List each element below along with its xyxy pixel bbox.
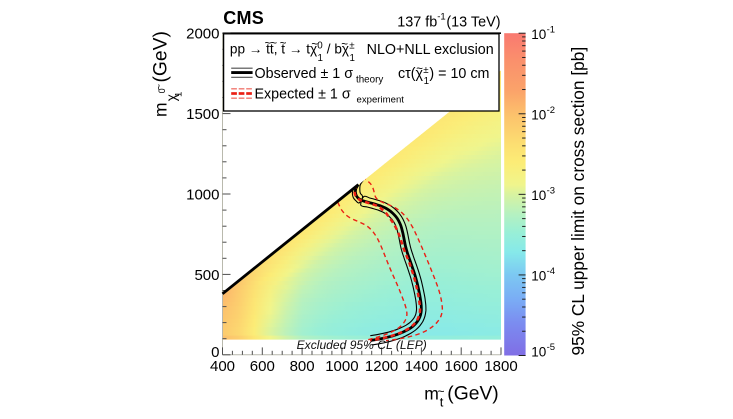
svg-text:600: 600 (250, 358, 275, 375)
svg-text:2000: 2000 (186, 26, 219, 43)
svg-text:-1: -1 (437, 12, 445, 23)
svg-text:1: 1 (424, 76, 429, 87)
svg-text:137 fb: 137 fb (397, 14, 437, 30)
svg-text:cτ(χ: cτ(χ (398, 66, 424, 82)
svg-text:t: t (440, 394, 444, 409)
svg-text:~: ~ (311, 39, 318, 51)
svg-text:~: ~ (270, 38, 277, 50)
svg-text:Observed ± 1 σ: Observed ± 1 σ (255, 66, 354, 82)
svg-text:1: 1 (173, 92, 184, 97)
svg-text:~: ~ (265, 38, 272, 50)
svg-text:/ bχ: / bχ (327, 42, 349, 57)
svg-text:~: ~ (341, 39, 348, 51)
svg-text:Excluded 95% CL (LEP): Excluded 95% CL (LEP) (297, 338, 427, 352)
svg-text:±: ± (349, 40, 355, 51)
svg-text:10: 10 (531, 27, 546, 42)
svg-text:χ: χ (164, 94, 179, 101)
svg-text:(GeV): (GeV) (447, 384, 498, 405)
svg-text:~: ~ (416, 63, 423, 75)
svg-text:400: 400 (210, 358, 235, 375)
svg-text:CMS: CMS (223, 8, 264, 28)
svg-text:theory: theory (356, 74, 383, 85)
svg-text:800: 800 (290, 358, 315, 375)
svg-text:10: 10 (531, 188, 546, 203)
svg-text:Expected ± 1 σ: Expected ± 1 σ (255, 86, 351, 102)
svg-text:1500: 1500 (186, 106, 219, 123)
svg-text:95% CL upper limit on cross se: 95% CL upper limit on cross section [pb] (568, 47, 588, 356)
svg-text:) = 10 cm: ) = 10 cm (429, 66, 489, 82)
svg-text:-1: -1 (547, 24, 555, 35)
svg-text:1800: 1800 (484, 358, 517, 375)
svg-text:-2: -2 (547, 105, 555, 116)
svg-text:(13 TeV): (13 TeV) (446, 14, 500, 30)
svg-text:-5: -5 (547, 342, 555, 353)
svg-text:1600: 1600 (445, 358, 478, 375)
svg-text:1000: 1000 (186, 186, 219, 203)
svg-text:-3: -3 (547, 186, 555, 197)
svg-text:pp → tt, t → tχ: pp → tt, t → tχ (230, 42, 317, 57)
svg-text:(GeV): (GeV) (151, 31, 172, 82)
svg-text:10: 10 (531, 269, 546, 284)
svg-text:10: 10 (531, 107, 546, 122)
svg-text:0: 0 (211, 344, 219, 361)
svg-text:1: 1 (350, 53, 355, 64)
svg-text:±: ± (423, 65, 429, 76)
svg-text:10: 10 (531, 345, 546, 360)
svg-text:0: 0 (157, 88, 167, 93)
svg-text:m: m (424, 384, 439, 404)
svg-text:1400: 1400 (405, 358, 438, 375)
svg-text:NLO+NLL exclusion: NLO+NLL exclusion (367, 42, 494, 58)
svg-text:experiment: experiment (357, 95, 405, 106)
svg-text:~: ~ (153, 84, 165, 90)
svg-text:1000: 1000 (325, 358, 358, 375)
svg-text:500: 500 (194, 267, 219, 284)
svg-text:0: 0 (317, 40, 323, 51)
svg-text:m: m (151, 102, 171, 117)
svg-text:1: 1 (318, 53, 323, 64)
svg-text:-4: -4 (547, 266, 555, 277)
svg-text:1200: 1200 (365, 358, 398, 375)
svg-text:~: ~ (280, 38, 287, 50)
svg-text:~: ~ (438, 384, 445, 398)
